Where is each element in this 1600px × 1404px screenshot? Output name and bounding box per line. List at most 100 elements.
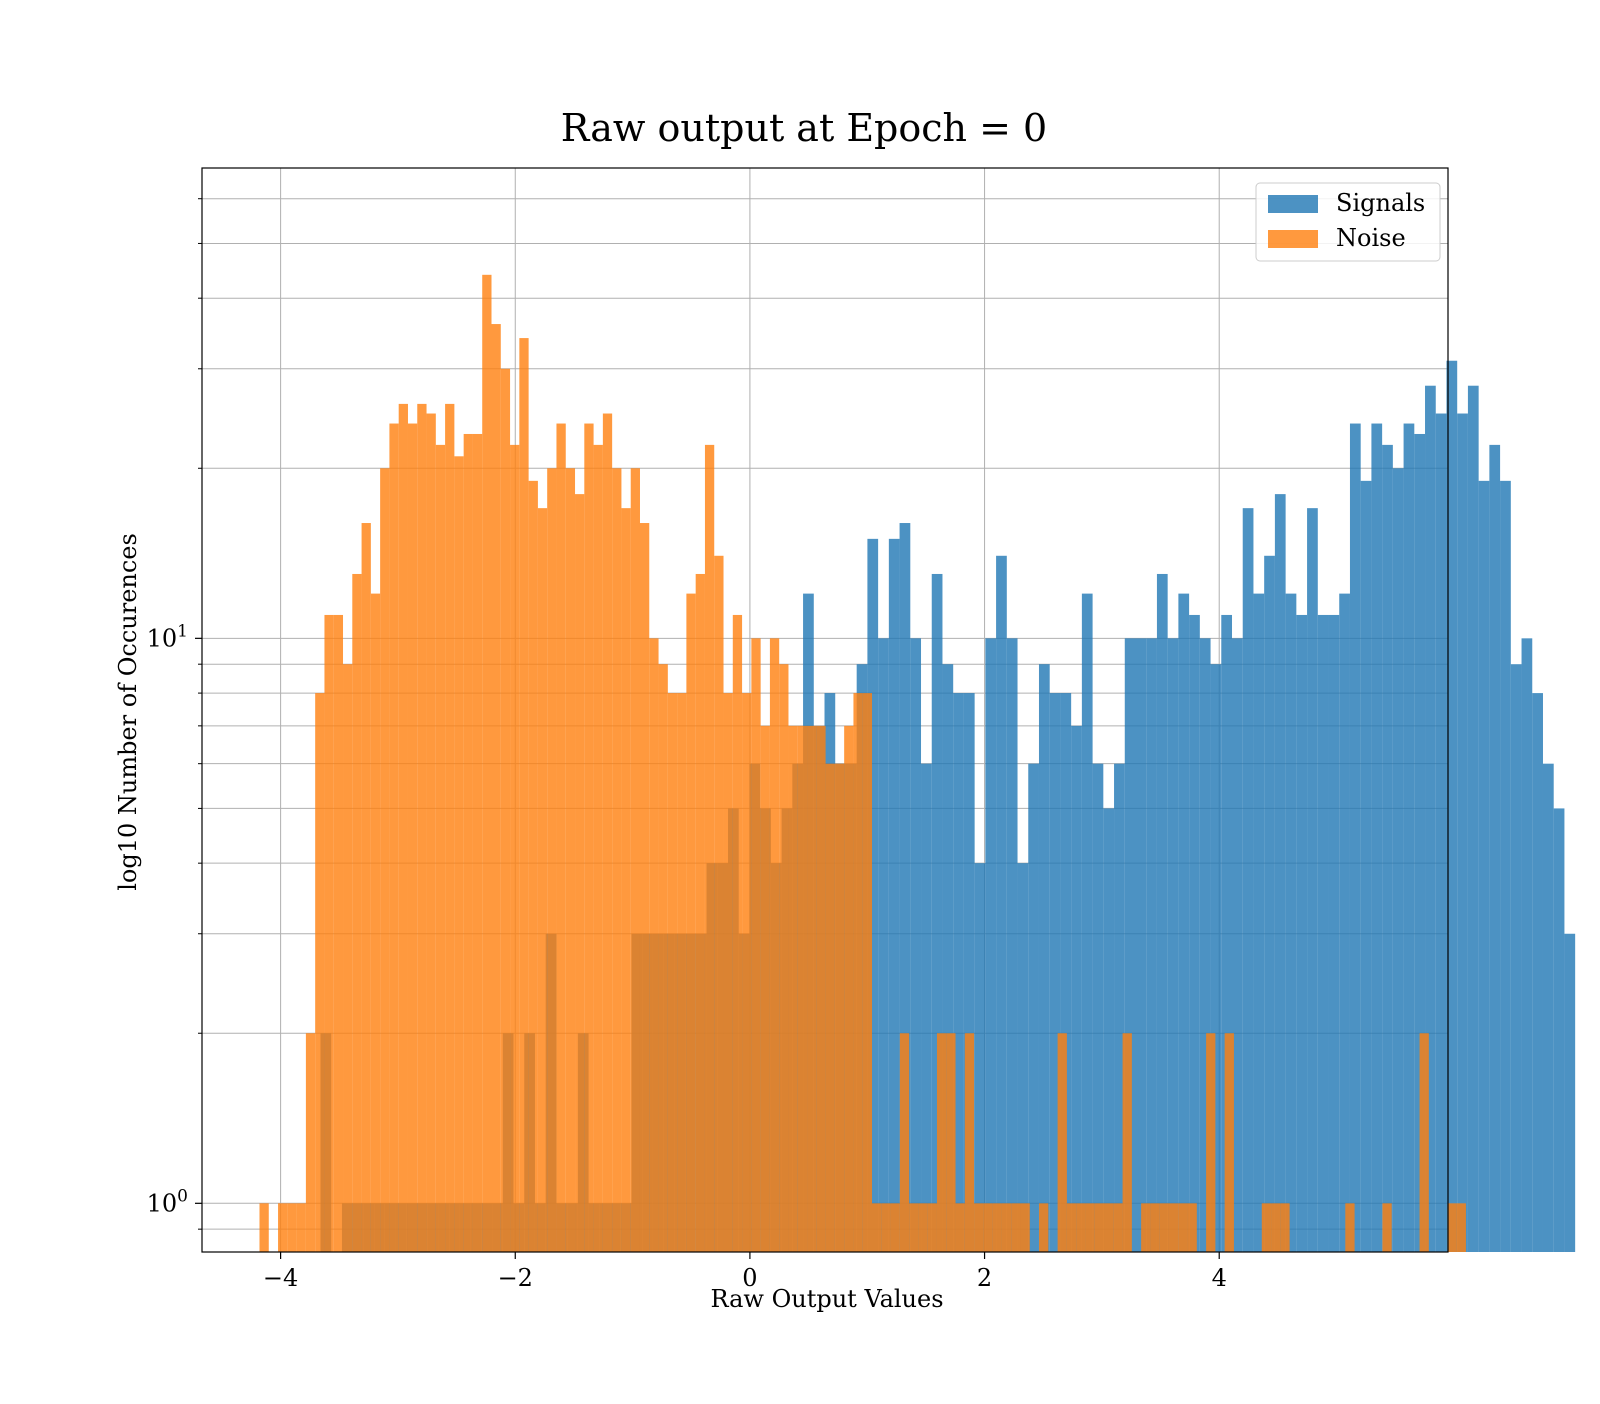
histogram-bar	[677, 693, 687, 1252]
histogram-bar	[1141, 1203, 1151, 1252]
histogram-bar	[878, 638, 889, 1252]
histogram-bar	[1447, 1203, 1457, 1252]
histogram-bar	[1076, 1203, 1086, 1252]
histogram-bar	[834, 763, 845, 1252]
histogram-bar	[1113, 1203, 1123, 1252]
histogram-bar	[1382, 1203, 1392, 1252]
histogram-bar	[888, 538, 900, 1252]
histogram-bar	[1066, 1203, 1077, 1252]
histogram-bar	[630, 468, 640, 1253]
histogram-bar	[927, 1203, 937, 1252]
histogram-bar	[1085, 1203, 1095, 1252]
histogram-bar	[352, 573, 362, 1252]
histogram-bar	[1221, 614, 1233, 1252]
histogram-bar	[1057, 1033, 1067, 1252]
histogram-bar	[1114, 763, 1125, 1252]
histogram-bar	[528, 480, 538, 1252]
histogram-bar	[519, 338, 529, 1252]
y-axis-label: log10 Number of Occurences	[114, 533, 142, 891]
histogram-bar	[853, 693, 863, 1252]
histogram-bar	[343, 664, 353, 1252]
histogram-bar	[1253, 593, 1265, 1252]
x-tick-label: 4	[1212, 1264, 1227, 1292]
histogram-bar	[909, 1203, 919, 1252]
histogram-bar	[714, 555, 724, 1252]
histogram-bar	[1135, 638, 1147, 1252]
chart-title: Raw output at Epoch = 0	[561, 106, 1047, 150]
histogram-bar	[639, 523, 650, 1252]
histogram-bar	[1532, 693, 1543, 1252]
histogram-bar	[844, 725, 854, 1252]
histogram-bar	[686, 593, 696, 1252]
y-tick-label: 100	[147, 1186, 188, 1217]
histogram-bar	[556, 423, 566, 1252]
histogram-bar	[946, 1033, 956, 1252]
histogram-bar	[1028, 763, 1039, 1252]
histogram-bar	[389, 423, 399, 1252]
histogram-bar	[333, 614, 344, 1252]
histogram-bar	[955, 1203, 965, 1252]
histogram-bar	[259, 1203, 269, 1252]
histogram-bar	[862, 693, 873, 1252]
legend-swatch-noise	[1268, 230, 1318, 248]
histogram-bar	[1242, 508, 1254, 1252]
histogram-bar	[1435, 413, 1447, 1253]
histogram-bar	[1156, 573, 1168, 1252]
histogram-bar	[407, 423, 418, 1252]
histogram-bar	[1060, 693, 1072, 1252]
histogram-bar	[936, 1033, 947, 1252]
histogram-bar	[537, 508, 548, 1252]
histogram-bar	[996, 555, 1007, 1252]
histogram-bar	[380, 468, 390, 1253]
histogram-bar	[1425, 385, 1436, 1252]
plot-frame	[201, 167, 1449, 1253]
histogram-bar	[1403, 423, 1415, 1252]
histogram-bar	[1307, 508, 1318, 1252]
histogram-bar	[1542, 763, 1554, 1252]
histogram-bar	[899, 523, 911, 1252]
histogram-bar	[910, 638, 922, 1252]
histogram-bar	[472, 433, 483, 1252]
histogram-bar	[825, 763, 835, 1252]
histogram-bar	[1104, 1203, 1114, 1252]
histogram-bar	[1206, 1033, 1216, 1252]
histogram-bar	[732, 614, 743, 1252]
histogram-bar	[751, 638, 761, 1252]
histogram-bar	[1392, 468, 1404, 1253]
histogram-bar	[445, 403, 455, 1253]
histogram-bar	[964, 1033, 975, 1252]
histogram-bar	[593, 444, 603, 1252]
histogram-bar	[1478, 480, 1490, 1252]
histogram-bar	[278, 1203, 288, 1252]
histogram-bar	[454, 456, 464, 1252]
histogram-bar	[992, 1203, 1002, 1252]
histogram-bar	[1081, 593, 1093, 1252]
histogram-bar	[398, 403, 408, 1253]
histogram-bar	[1178, 593, 1190, 1252]
histogram-bar	[361, 523, 371, 1252]
bars-layer	[259, 274, 1576, 1253]
ticks-layer: −4 −2 0 2 4 100 101	[147, 198, 1227, 1292]
histogram-bar	[1094, 1203, 1105, 1252]
histogram-bar	[1199, 638, 1211, 1252]
histogram-bar	[1456, 1203, 1466, 1252]
histogram-bar	[296, 1203, 306, 1252]
histogram-bar	[1271, 1203, 1281, 1252]
histogram-bar	[1510, 664, 1522, 1252]
x-tick-label: −2	[498, 1264, 533, 1292]
histogram-bar	[918, 1203, 928, 1252]
histogram-bar	[1296, 614, 1308, 1252]
histogram-bar	[779, 664, 789, 1252]
histogram-bar	[1261, 1203, 1272, 1252]
histogram-bar	[983, 1203, 993, 1252]
histogram-bar	[463, 433, 473, 1252]
histogram-bar	[1124, 638, 1136, 1252]
histogram-bar	[1285, 593, 1297, 1252]
histogram-bar	[872, 1203, 882, 1252]
histogram-bar	[1371, 423, 1383, 1252]
legend-swatch-signals	[1268, 195, 1318, 213]
histogram-bar	[1189, 614, 1200, 1252]
histogram-bar	[491, 324, 501, 1252]
histogram-bar	[953, 693, 964, 1252]
